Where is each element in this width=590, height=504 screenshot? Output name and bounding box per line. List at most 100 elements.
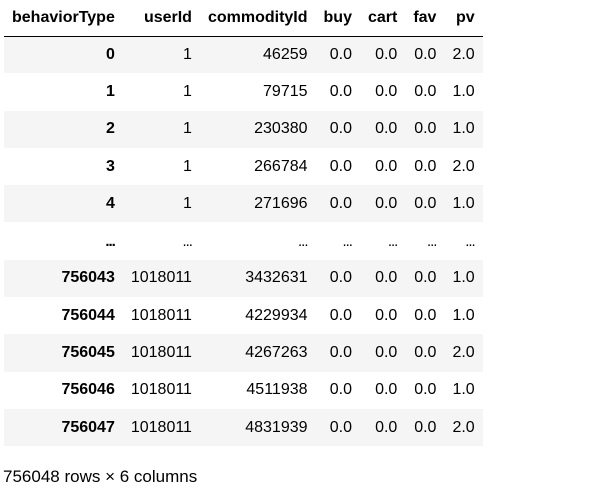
row-index: 756045	[61, 344, 115, 362]
table-cell: 1	[183, 45, 192, 63]
table-header: behaviorType userId commodityId buy cart fav p…	[4, 0, 483, 37]
table-cell: 0.0	[375, 45, 398, 63]
table-cell: 46259	[263, 45, 308, 63]
row-index: 756047	[61, 418, 115, 436]
ellipsis-row: .....................	[4, 222, 483, 260]
table-row: 756045 1018011 4267263 0.0 0.0 0.0 2.0	[4, 334, 483, 372]
table-row: 756044 1018011 4229934 0.0 0.0 0.0 1.0	[4, 297, 483, 335]
table-cell: 266784	[254, 157, 308, 175]
table-cell: 1	[183, 120, 192, 138]
table-cell: 0.0	[414, 418, 437, 436]
table-cell: 3432631	[245, 269, 308, 287]
dataframe-shape-label: 756048 rows × 6 columns	[3, 467, 198, 486]
table-cell: 1018011	[130, 381, 192, 399]
column-header-1: userId	[122, 0, 200, 37]
table-cell: 1.0	[452, 82, 475, 100]
table-cell: 0.0	[329, 45, 352, 63]
table-cell: 271696	[254, 194, 308, 212]
dataframe-table: behaviorType userId commodityId buy cart fav p…	[4, 0, 483, 447]
table-cell: 1	[183, 157, 192, 175]
table-cell: ...	[182, 232, 193, 250]
row-index: 756044	[61, 306, 115, 324]
table-cell: 1.0	[452, 306, 475, 324]
table-cell: 0.0	[329, 120, 352, 138]
table-cell: 0.0	[329, 157, 352, 175]
column-header-4: cart	[359, 0, 406, 37]
table-cell: 1.0	[452, 120, 475, 138]
row-index: 4	[105, 194, 115, 212]
row-index: 0	[105, 45, 115, 63]
column-header-3: buy	[315, 0, 360, 37]
row-index: ...	[105, 232, 116, 250]
row-index: 3	[105, 157, 115, 175]
table-cell: ...	[426, 232, 438, 250]
table-cell: 0.0	[375, 269, 398, 287]
table-cell: ...	[465, 232, 476, 250]
table-cell: ...	[342, 232, 353, 250]
table-cell: 0.0	[375, 120, 398, 138]
column-header-0: behaviorType	[4, 0, 123, 37]
table-cell: 4267263	[245, 344, 308, 362]
table-cell: 0.0	[414, 269, 437, 287]
table-row: 0 1 46259 0.0 0.0 0.0 2.0	[4, 36, 483, 74]
row-index: 1	[105, 82, 115, 100]
table-cell: 230380	[254, 120, 308, 138]
table-row: 756043 1018011 3432631 0.0 0.0 0.0 1.0	[4, 259, 483, 298]
table-cell: 0.0	[414, 306, 437, 324]
row-index: 2	[105, 120, 115, 138]
column-header-2: commodityId	[199, 0, 316, 37]
table-cell: 1.0	[452, 269, 475, 287]
header-row: behaviorType userId commodityId buy cart fav p…	[4, 0, 483, 37]
table-cell: 1.0	[452, 194, 475, 212]
table-cell: 0.0	[414, 82, 437, 100]
table-row: 756047 1018011 4831939 0.0 0.0 0.0 2.0	[4, 408, 483, 447]
table-cell: 0.0	[375, 306, 398, 324]
table-row: 2 1 230380 0.0 0.0 0.0 1.0	[4, 110, 483, 148]
table-cell: 1.0	[452, 381, 475, 399]
table-body: 0 1 46259 0.0 0.0 0.0 2.0 1 1 79715 0.0 0.0 0.0 1.0 2 1…	[4, 36, 483, 447]
table-row: 4 1 271696 0.0 0.0 0.0 1.0	[4, 185, 483, 223]
table-cell: 0.0	[329, 344, 352, 362]
table-cell: 2.0	[452, 344, 475, 362]
table-cell: 0.0	[414, 157, 437, 175]
table-cell: ...	[387, 232, 399, 250]
table-row: 1 1 79715 0.0 0.0 0.0 1.0	[4, 73, 483, 111]
table-cell: 0.0	[414, 45, 437, 63]
table-cell: 4229934	[245, 306, 308, 324]
table-cell: 0.0	[375, 344, 398, 362]
table-cell: 2.0	[452, 45, 475, 63]
row-index: 756043	[61, 269, 115, 287]
table-cell: 0.0	[329, 306, 352, 324]
dataframe-output: behaviorType userId commodityId buy cart fav p…	[4, 0, 483, 447]
column-header-6: pv	[444, 0, 483, 37]
table-cell: ...	[298, 232, 309, 250]
table-cell: 0.0	[329, 269, 352, 287]
table-cell: 79715	[263, 82, 308, 100]
table-row: 756046 1018011 4511938 0.0 0.0 0.0 1.0	[4, 371, 483, 409]
table-cell: 4511938	[246, 381, 308, 399]
column-header-5: fav	[405, 0, 445, 37]
table-cell: 0.0	[329, 381, 352, 399]
table-cell: 0.0	[414, 344, 437, 362]
table-cell: 1018011	[130, 418, 192, 436]
table-cell: 0.0	[375, 82, 398, 100]
table-cell: 0.0	[414, 194, 437, 212]
table-cell: 2.0	[452, 418, 475, 436]
table-cell: 0.0	[375, 418, 398, 436]
table-cell: 1018011	[130, 344, 192, 362]
table-cell: 0.0	[329, 418, 352, 436]
table-cell: 0.0	[329, 82, 352, 100]
table-cell: 4831939	[245, 418, 308, 436]
table-cell: 2.0	[452, 157, 475, 175]
table-cell: 0.0	[329, 194, 352, 212]
table-cell: 0.0	[375, 381, 398, 399]
table-cell: 1	[183, 82, 192, 100]
table-row: 3 1 266784 0.0 0.0 0.0 2.0	[4, 147, 483, 186]
table-cell: 0.0	[375, 157, 398, 175]
table-cell: 1	[183, 194, 192, 212]
row-index: 756046	[61, 381, 115, 399]
table-cell: 0.0	[414, 120, 437, 138]
table-cell: 1018011	[130, 269, 192, 287]
table-cell: 0.0	[375, 194, 398, 212]
table-cell: 1018011	[130, 306, 192, 324]
